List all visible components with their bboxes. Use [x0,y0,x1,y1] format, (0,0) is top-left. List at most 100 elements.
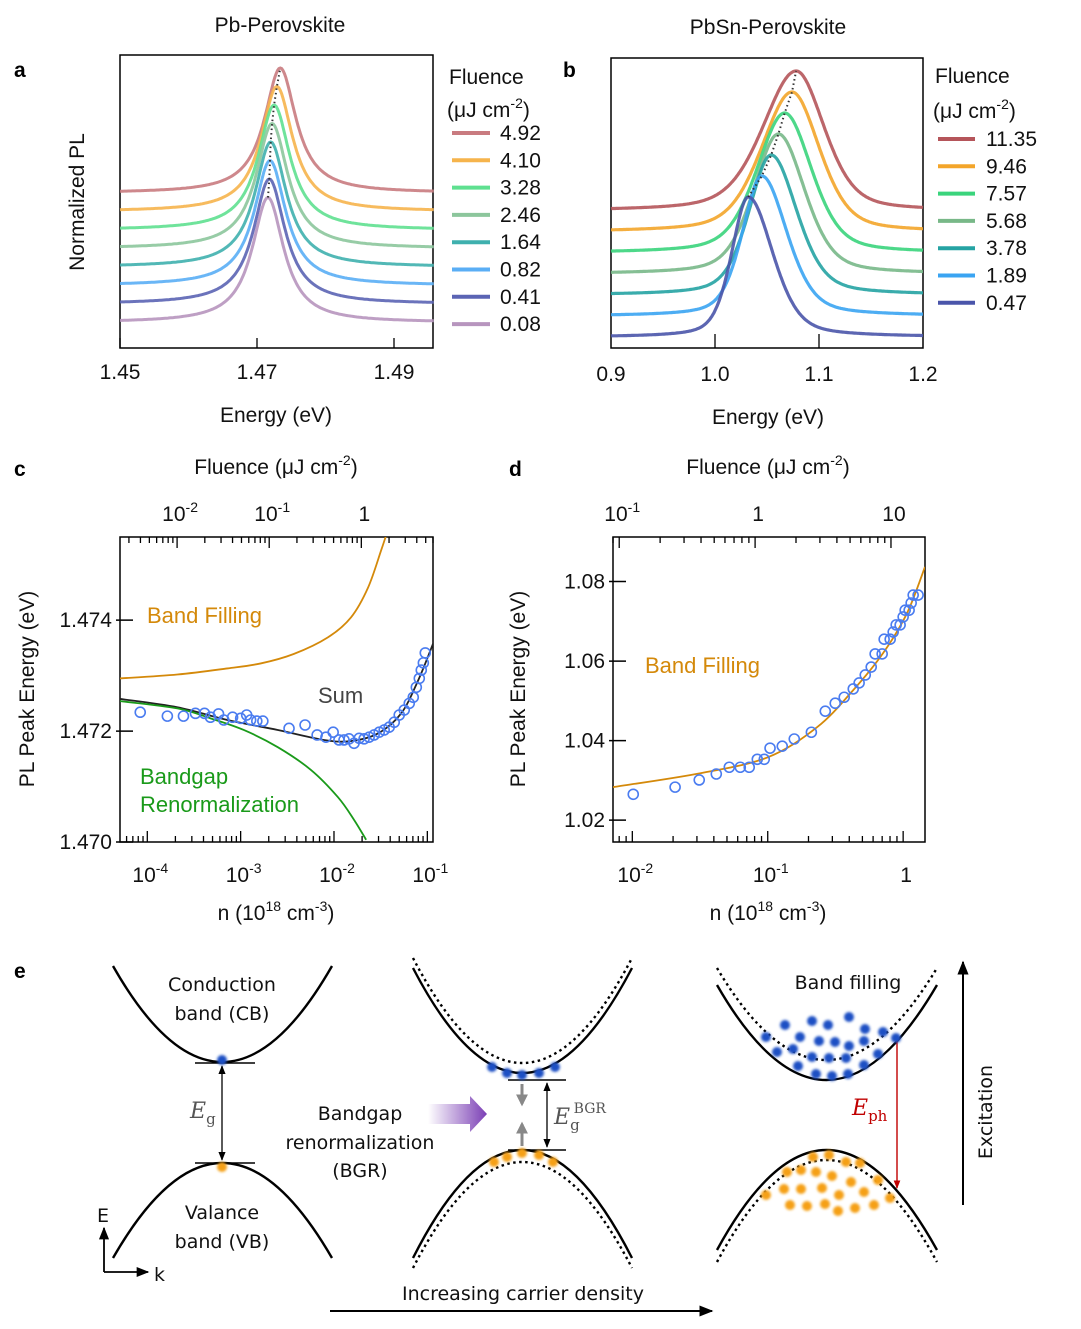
pl-curve-0.08 [120,195,434,323]
data-point [853,677,865,689]
original-valence-band-dotted [411,1160,634,1269]
vb-label-line2: band (VB) [175,1231,270,1253]
eg-label: Eg [189,1099,216,1128]
data-point [859,669,872,681]
electron-dot [807,1052,817,1062]
filled-cb-dotted [715,967,939,1061]
x-tick-label-base: 10 [226,864,249,887]
data-point [177,710,190,722]
chart-d-frame [612,536,926,843]
electron-dot [873,1049,883,1059]
top-x-tick-label-exp: -1 [278,499,291,515]
data-point [897,611,909,623]
data-point [903,604,915,616]
x-tick-label-exp: -2 [641,860,654,876]
hole-dot [869,1200,879,1210]
chart-c-xlabel: n (1018 cm-3) [218,898,335,925]
data-point [764,742,776,754]
fit-curve-bandgap-renormalization [120,700,367,841]
hole-dot [761,1190,771,1200]
y-tick-label: 1.04 [564,730,605,753]
pl-curve-1.89 [611,174,923,317]
electron-dot [793,1061,803,1071]
electron-dot [517,1070,527,1080]
data-point [865,661,878,673]
bgr-transition-arrow [428,1096,487,1132]
y-tick-label: 1.06 [564,650,605,673]
band-diagram: Conduction band (CB) Valance band (VB) E… [97,957,997,1317]
excitation-label: Excitation [975,1065,997,1159]
electron-dot [823,1020,833,1030]
y-tick-label: 1.470 [59,831,112,854]
x-tick-label: 10-3 [226,860,262,887]
y-tick-label: 1.474 [59,609,112,632]
top-x-tick-label-base: 10 [162,503,185,526]
x-tick-label: 1.2 [908,363,937,386]
data-point [161,710,174,722]
peak-guide-line [747,70,798,198]
panel-label-e: e [14,960,26,983]
data-point [358,733,370,745]
data-point [413,672,426,685]
bgr-label-line1: Bandgap [318,1103,403,1125]
electron-dot [807,1016,817,1026]
data-point [189,707,202,720]
energy-axis-label: E [97,1205,109,1227]
data-point [251,715,263,727]
hole-dot [885,1193,895,1203]
filled-conduction-band-curve [715,984,939,1082]
data-point [805,726,818,739]
data-point [198,707,211,720]
chart-a-legend-unit: (μJ cm-2) [447,95,530,122]
plot-area [613,566,925,801]
cb-label-line1: Conduction [168,974,276,996]
legend-entry-0.08: 0.08 [500,313,541,336]
chart-d-top-xlabel: Fluence (μJ cm-2) [686,452,849,479]
pl-curve-0.41 [119,177,434,304]
x-tick-label-base: 10 [412,864,435,887]
electron-dot [878,1027,888,1037]
hole-dot [808,1152,818,1162]
pl-curve-3.28 [120,103,434,230]
top-x-tick-label: 10-1 [604,499,640,526]
x-tick-label: 1.45 [100,361,141,384]
chart-a-ylabel: Normalized PL [66,133,89,271]
legend-entry-0.47: 0.47 [986,292,1027,315]
hole-dot [817,1183,827,1193]
eph-label: Eph [851,1096,888,1125]
x-tick-label: 10-4 [132,860,168,887]
data-point [876,648,888,660]
hole-dot [841,1157,851,1167]
data-point [905,597,917,609]
data-point [710,768,723,780]
pl-curve-1.64 [120,140,434,267]
pl-curve-5.68 [611,132,923,274]
carrier-dots [217,1012,901,1216]
y-tick-label: 1.02 [564,809,605,832]
peak-guide-line [267,67,282,198]
data-point [283,722,295,735]
data-point [838,691,850,704]
electron-dot [859,1036,869,1046]
filled-vb-dotted [715,1158,939,1263]
data-point [869,648,881,660]
top-x-tick-label: 10 [882,503,905,526]
legend-entry-3.28: 3.28 [500,177,541,200]
hole-dot [855,1158,865,1168]
hole-dot [846,1177,856,1187]
chart-a-legend-title: Fluence [449,66,524,89]
x-tick-label-exp: -2 [342,860,355,876]
panel-label-d: d [509,458,522,481]
pl-curve-0.82 [120,159,434,286]
electron-dot [788,1044,798,1054]
x-tick-label-base: 10 [617,864,640,887]
chart-b-title: PbSn-Perovskite [690,16,846,39]
x-tick-label-exp: -1 [436,860,449,876]
data-point [890,619,902,631]
pl-curve-4.92 [120,66,434,193]
hole-dot [782,1167,792,1177]
bgr-valence-band-curve [411,1148,634,1259]
data-point [829,697,842,710]
x-tick-label: 1.1 [804,363,833,386]
data-point [819,705,832,717]
